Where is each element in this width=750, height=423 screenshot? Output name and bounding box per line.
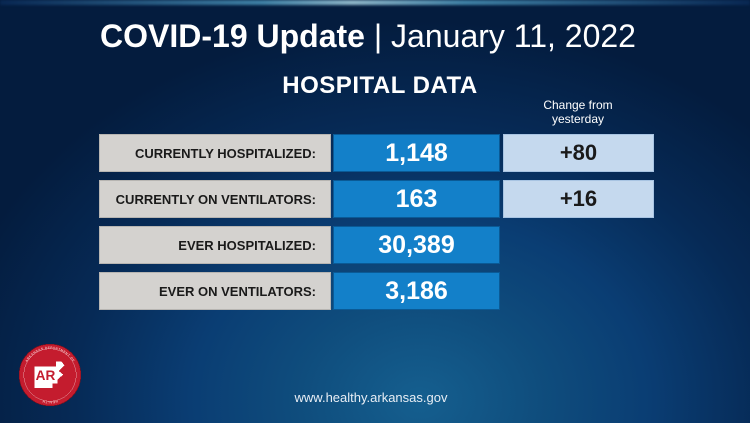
svg-text:AR: AR xyxy=(36,368,56,383)
